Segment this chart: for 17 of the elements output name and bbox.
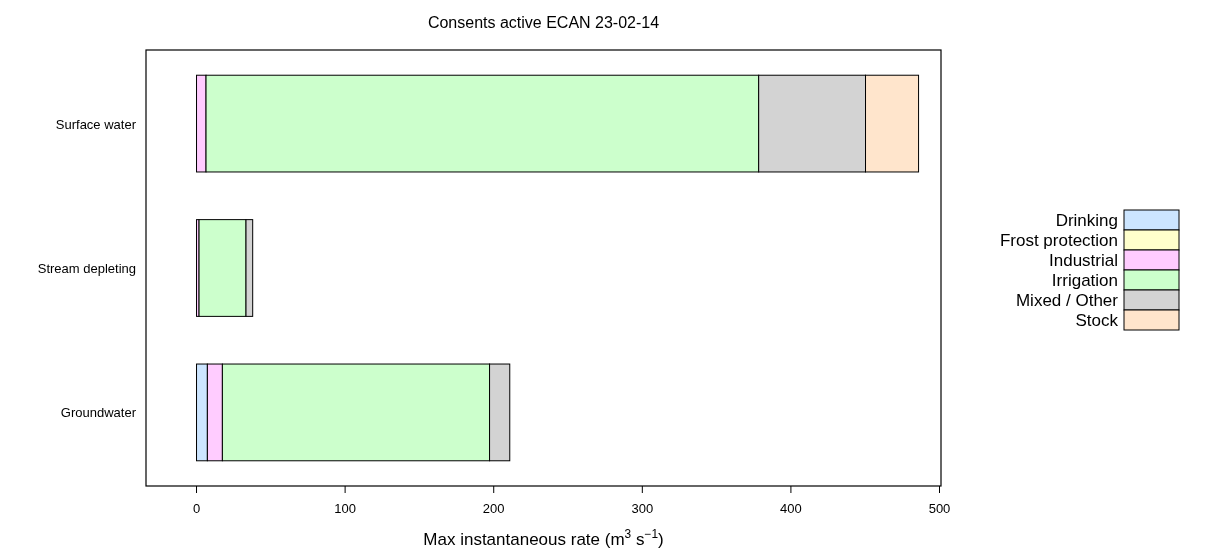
x-tick-label: 100 [334, 501, 356, 516]
legend-label: Mixed / Other [1015, 291, 1119, 310]
y-tick-label: Groundwater [60, 405, 137, 421]
legend-label: Frost protection [999, 231, 1118, 250]
x-tick-label: 500 [928, 501, 951, 516]
legend-label: Industrial [1049, 251, 1118, 270]
x-tick-label: 200 [482, 501, 505, 516]
legend-label: Irrigation [1051, 271, 1118, 290]
legend-label: Drinking [1055, 211, 1118, 230]
legend-label: Stock [1075, 311, 1119, 330]
y-tick-label: Stream depleting [37, 261, 136, 276]
x-axis-title: Max instantaneous rate (m$^{3}$ s$^{−1}$) [423, 527, 664, 549]
x-tick-label: 0 [192, 501, 201, 516]
y-tick-label: Surface water [55, 116, 137, 132]
chart-title: Consents active ECAN 23-02-14 [427, 14, 660, 31]
x-tick-label: 400 [780, 501, 802, 516]
x-tick-label: 300 [631, 501, 654, 516]
